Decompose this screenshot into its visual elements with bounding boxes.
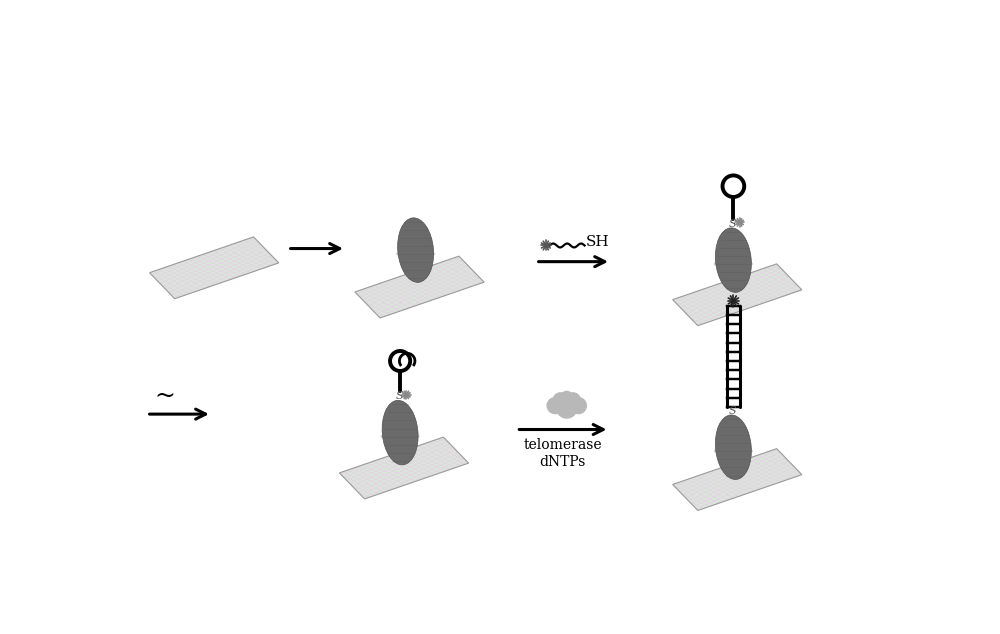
Text: S: S xyxy=(729,219,737,229)
Ellipse shape xyxy=(714,259,753,269)
Text: telomerase: telomerase xyxy=(524,437,602,452)
Text: SH: SH xyxy=(586,235,610,249)
Ellipse shape xyxy=(714,446,753,456)
Text: dNTPs: dNTPs xyxy=(540,455,586,469)
Ellipse shape xyxy=(715,415,751,479)
Ellipse shape xyxy=(715,228,751,292)
Ellipse shape xyxy=(396,249,435,259)
Circle shape xyxy=(552,392,569,408)
Circle shape xyxy=(570,397,587,414)
Ellipse shape xyxy=(398,218,434,282)
Ellipse shape xyxy=(382,400,418,465)
Circle shape xyxy=(565,392,581,408)
Circle shape xyxy=(560,391,573,404)
Text: S: S xyxy=(396,391,403,401)
Text: ~: ~ xyxy=(154,385,175,408)
Ellipse shape xyxy=(381,432,420,441)
Circle shape xyxy=(556,397,578,418)
Circle shape xyxy=(546,397,564,414)
Text: S: S xyxy=(729,406,737,416)
